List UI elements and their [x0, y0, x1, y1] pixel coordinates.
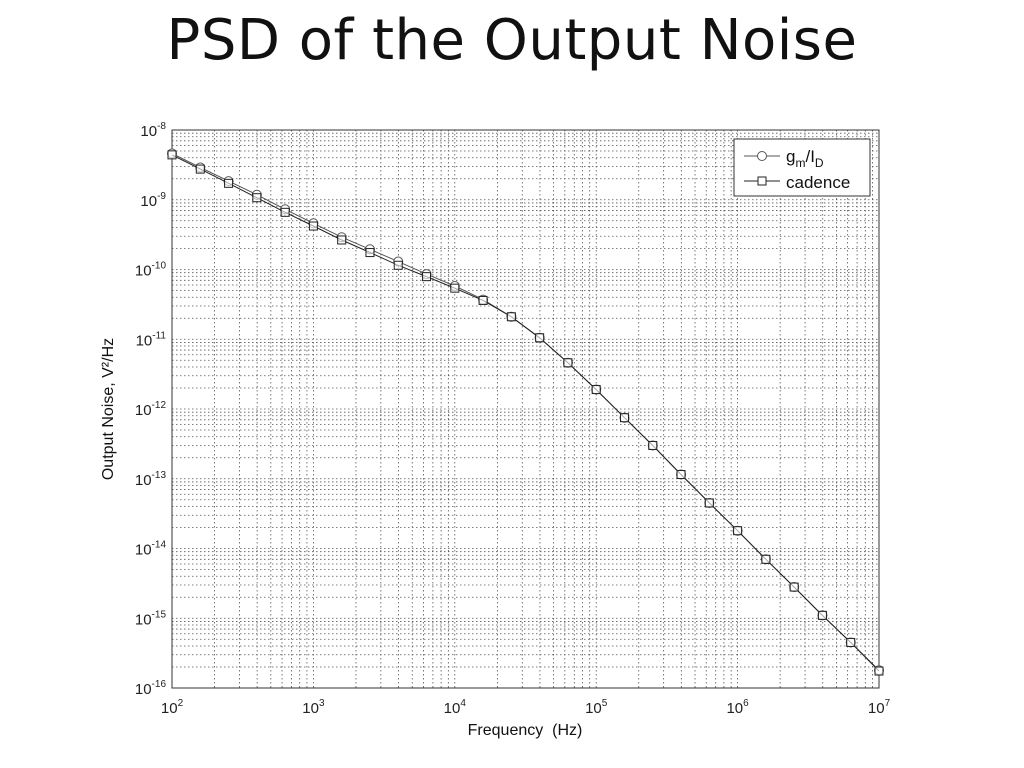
x-tick-label: 104 — [444, 698, 467, 717]
legend-sub-m: m — [795, 156, 805, 170]
legend-label-cadence: cadence — [786, 173, 850, 192]
plot-area — [171, 129, 880, 689]
data-point-square — [506, 312, 516, 322]
data-point-square — [846, 637, 856, 647]
data-point-square — [535, 333, 545, 343]
data-point-square — [676, 470, 686, 480]
y-tick-label: 10-12 — [135, 400, 167, 419]
data-point-square — [195, 164, 205, 174]
y-tick-label: 10-8 — [140, 121, 166, 140]
slide-title: PSD of the Output Noise — [166, 8, 858, 73]
data-point-square — [591, 385, 601, 395]
x-axis-title: Frequency (Hz) — [468, 722, 583, 739]
data-point-square — [817, 610, 827, 620]
data-point-square — [337, 235, 347, 245]
legend: gm/ID cadence — [733, 138, 871, 197]
data-point-square — [874, 666, 884, 676]
x-tick-label: 106 — [726, 698, 749, 717]
data-point-square — [365, 248, 375, 258]
data-point-square — [733, 526, 743, 536]
data-point-square — [224, 178, 234, 188]
tick-labels: 102 103 104 105 106 107 10-16 10-15 10-14 10-13 10… — [135, 121, 891, 717]
data-point-square — [393, 260, 403, 270]
y-tick-label: 10-10 — [135, 261, 167, 280]
data-point-square — [478, 295, 488, 305]
data-point-square — [450, 283, 460, 293]
legend-slash-i: /I — [805, 147, 814, 166]
data-point-square — [308, 221, 318, 231]
data-point-square — [704, 498, 714, 508]
y-tick-label: 10-9 — [140, 191, 166, 210]
data-point-square — [789, 582, 799, 592]
legend-marker-square — [757, 176, 767, 186]
y-tick-label: 10-15 — [135, 609, 167, 628]
y-tick-label: 10-13 — [135, 470, 167, 489]
y-tick-label: 10-11 — [136, 330, 167, 349]
legend-box — [733, 138, 871, 197]
data-point-square — [167, 150, 177, 160]
x-tick-label: 102 — [161, 698, 184, 717]
legend-g: g — [786, 147, 795, 166]
y-tick-label: 10-16 — [135, 679, 167, 698]
legend-marker-circle — [757, 151, 767, 161]
x-tick-label: 103 — [302, 698, 325, 717]
legend-sub-d: D — [815, 156, 824, 170]
data-point-square — [648, 440, 658, 450]
series-line — [171, 154, 880, 672]
data-point-square — [252, 193, 262, 203]
data-point-square — [761, 554, 771, 564]
data-point-square — [422, 272, 432, 282]
y-tick-label: 10-14 — [135, 540, 167, 559]
x-tick-label: 105 — [585, 698, 608, 717]
series-layer — [167, 148, 884, 676]
y-axis-title: Output Noise, V²/Hz — [100, 338, 117, 480]
grid — [172, 130, 879, 688]
data-point-square — [563, 358, 573, 368]
data-point-square — [619, 413, 629, 423]
x-tick-label: 107 — [868, 698, 891, 717]
data-point-square — [280, 207, 290, 217]
legend-label-gm-id: gm/ID — [786, 147, 824, 170]
